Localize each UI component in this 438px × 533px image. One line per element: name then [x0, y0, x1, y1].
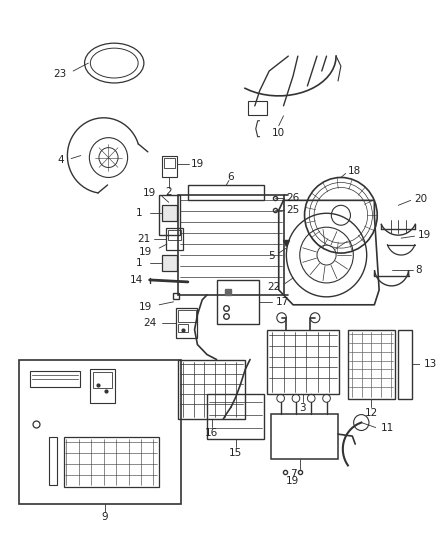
Text: 1: 1 [136, 258, 143, 268]
Text: 11: 11 [381, 423, 394, 432]
Bar [90, 369, 115, 403]
Text: 19: 19 [139, 302, 152, 312]
Text: 14: 14 [130, 275, 143, 285]
Text: 24: 24 [143, 318, 156, 328]
Bar [348, 330, 396, 399]
Bar [162, 156, 177, 177]
Text: 26: 26 [286, 193, 300, 204]
Bar [64, 437, 159, 487]
Text: 23: 23 [53, 69, 67, 79]
Text: 7: 7 [290, 469, 297, 479]
Bar [30, 372, 80, 387]
Text: 21: 21 [138, 234, 151, 244]
Text: 19: 19 [139, 247, 152, 257]
Bar [178, 196, 283, 295]
Bar [164, 158, 176, 167]
Bar [267, 330, 339, 394]
Text: 6: 6 [228, 173, 234, 182]
Text: 19: 19 [191, 158, 204, 168]
Text: 20: 20 [414, 195, 427, 204]
Bar [207, 394, 265, 439]
Bar [49, 437, 57, 485]
Bar [248, 101, 267, 115]
Text: 9: 9 [101, 512, 108, 522]
Text: 22: 22 [267, 282, 281, 292]
Text: 2: 2 [166, 188, 172, 197]
Text: 15: 15 [229, 448, 242, 458]
Text: 25: 25 [286, 205, 300, 215]
Text: 19: 19 [286, 476, 299, 486]
Bar [166, 228, 183, 250]
Text: 12: 12 [365, 408, 378, 418]
Text: 1: 1 [136, 208, 143, 219]
Bar [162, 255, 177, 271]
Text: 10: 10 [272, 128, 285, 138]
Bar [271, 414, 338, 459]
Bar [178, 310, 195, 322]
Text: 3: 3 [299, 403, 306, 413]
Bar [18, 360, 181, 504]
Text: 19: 19 [417, 230, 431, 240]
Text: 8: 8 [416, 265, 422, 275]
Bar [159, 196, 180, 235]
Bar [178, 360, 245, 419]
Text: 4: 4 [58, 155, 64, 165]
Bar [398, 330, 412, 399]
Text: 13: 13 [424, 359, 437, 369]
Text: 17: 17 [276, 297, 289, 307]
Bar [177, 308, 198, 337]
Bar [188, 185, 265, 200]
Text: 16: 16 [205, 428, 219, 438]
Bar [93, 373, 112, 389]
Bar [162, 205, 177, 221]
Text: 19: 19 [143, 188, 156, 198]
Text: 5: 5 [268, 251, 275, 261]
Bar [216, 280, 259, 324]
Bar [168, 230, 181, 240]
Bar [178, 324, 188, 332]
Text: 18: 18 [348, 166, 361, 175]
